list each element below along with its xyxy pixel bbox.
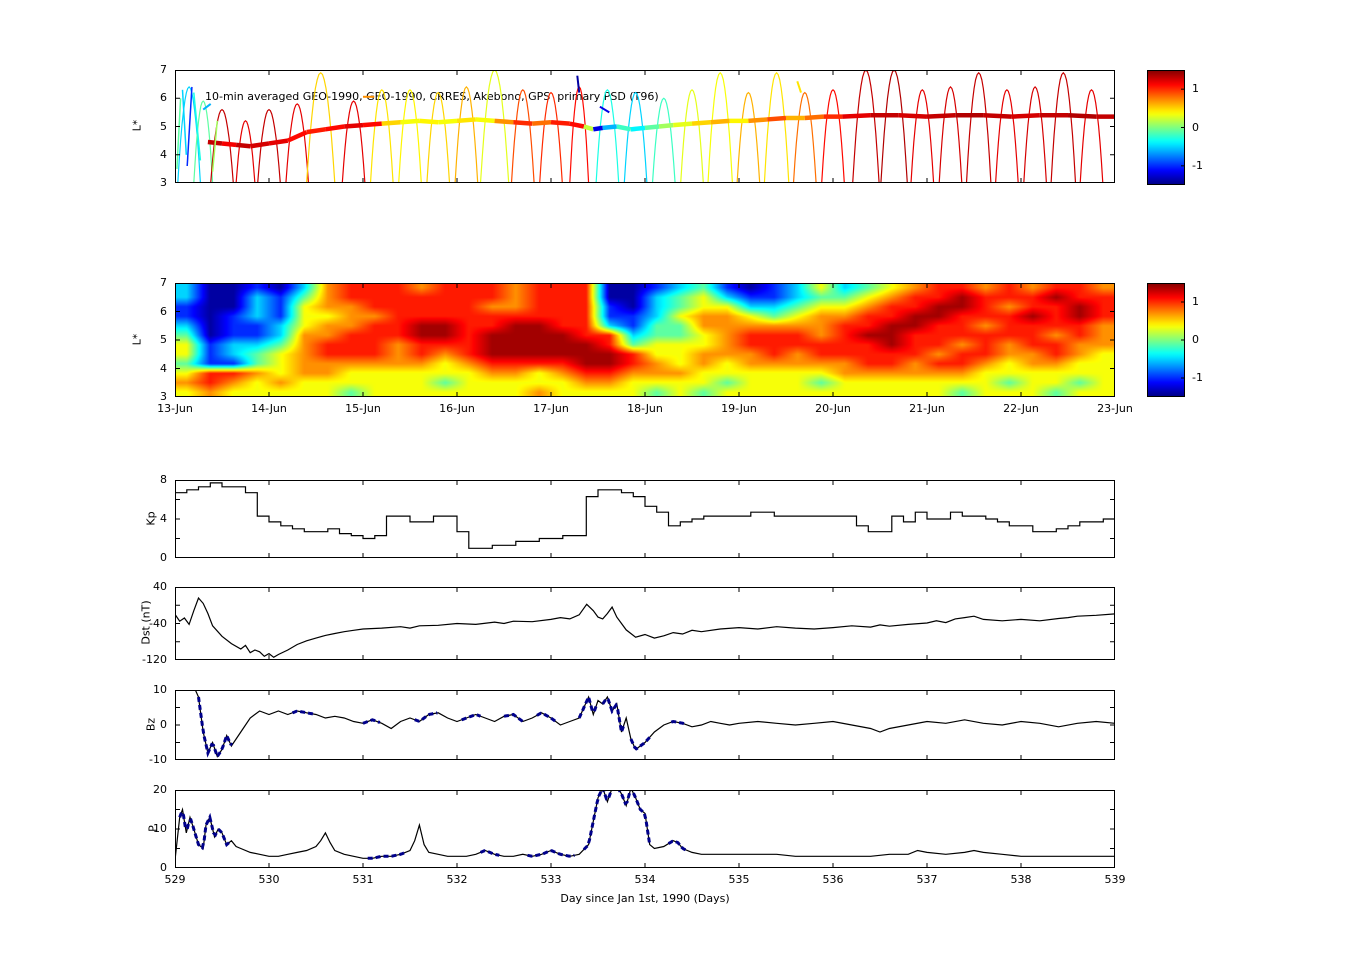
p-plot [175, 790, 1115, 868]
y-tick-label: 10 [153, 822, 167, 835]
x-tick-label: 18-Jun [627, 402, 663, 415]
colorbar-tick-label: 1 [1192, 295, 1199, 308]
x-tick-label: 531 [352, 873, 374, 886]
y-tick-label: 7 [160, 63, 167, 76]
x-tick-label: 533 [540, 873, 562, 886]
xlabel: Day since Jan 1st, 1990 (Days) [560, 892, 730, 905]
psd-heatmap-axes [175, 283, 1115, 397]
y-tick-label: 0 [160, 551, 167, 564]
x-tick-label: 539 [1104, 873, 1126, 886]
y-tick-label: -120 [142, 653, 167, 666]
x-tick-label: 537 [916, 873, 938, 886]
x-tick-label: 534 [634, 873, 656, 886]
y-tick-label: 5 [160, 119, 167, 133]
colorbar-tick-label: 0 [1192, 333, 1199, 346]
psd-traces-plot [175, 70, 1115, 183]
psd-heatmap-image [175, 283, 1115, 397]
panel-psd-heatmap [175, 283, 1115, 397]
x-tick-label: 529 [164, 873, 186, 886]
x-tick-label: 535 [728, 873, 750, 886]
y-tick-label: 4 [160, 147, 167, 161]
y-tick-label: 40 [153, 580, 167, 593]
colorbar-psd-heatmap [1147, 283, 1185, 397]
x-tick-label: 19-Jun [721, 402, 757, 415]
panel-bz [175, 690, 1115, 760]
x-tick-label: 532 [446, 873, 468, 886]
y-tick-label: -10 [149, 753, 167, 766]
y-tick-label: 5 [160, 333, 167, 346]
y-tick-label: 7 [160, 276, 167, 289]
y-tick-label: 10 [153, 683, 167, 696]
colorbar-tick-label: -1 [1192, 158, 1203, 172]
kp-plot [175, 480, 1115, 558]
x-tick-label: 13-Jun [157, 402, 193, 415]
bz-plot [175, 690, 1115, 760]
y-tick-label: 3 [160, 390, 167, 403]
x-tick-label: 20-Jun [815, 402, 851, 415]
y-tick-label: 4 [160, 361, 167, 375]
y-tick-label: 20 [153, 783, 167, 796]
panel-psd-traces [175, 70, 1115, 183]
y-tick-label: 8 [160, 473, 167, 486]
y-tick-label: 6 [160, 91, 167, 105]
colorbar-tick-label: -1 [1192, 371, 1203, 384]
x-tick-label: 22-Jun [1003, 402, 1039, 415]
y-tick-label: 6 [160, 304, 167, 318]
x-tick-label: 538 [1010, 873, 1032, 886]
colorbar-tick-label: 0 [1192, 120, 1199, 134]
x-tick-label: 15-Jun [345, 402, 381, 415]
x-tick-label: 23-Jun [1097, 402, 1133, 415]
y-tick-label: 4 [160, 512, 167, 525]
y-tick-label: 3 [160, 176, 167, 189]
panel-kp [175, 480, 1115, 558]
panel-p [175, 790, 1115, 868]
dst-plot [175, 587, 1115, 660]
x-tick-label: 17-Jun [533, 402, 569, 415]
colorbar-tick-label: 1 [1192, 82, 1199, 96]
x-tick-label: 530 [258, 873, 280, 886]
y-tick-label: -40 [149, 616, 167, 630]
x-tick-label: 14-Jun [251, 402, 287, 415]
x-tick-label: 21-Jun [909, 402, 945, 415]
colorbar-gradient [1147, 283, 1185, 397]
x-tick-label: 16-Jun [439, 402, 475, 415]
y-tick-label: 0 [160, 718, 167, 731]
x-tick-label: 536 [822, 873, 844, 886]
colorbar-gradient [1147, 70, 1185, 185]
panel-dst [175, 587, 1115, 660]
colorbar-psd-traces [1147, 70, 1185, 185]
y-tick-label: 0 [160, 861, 167, 874]
